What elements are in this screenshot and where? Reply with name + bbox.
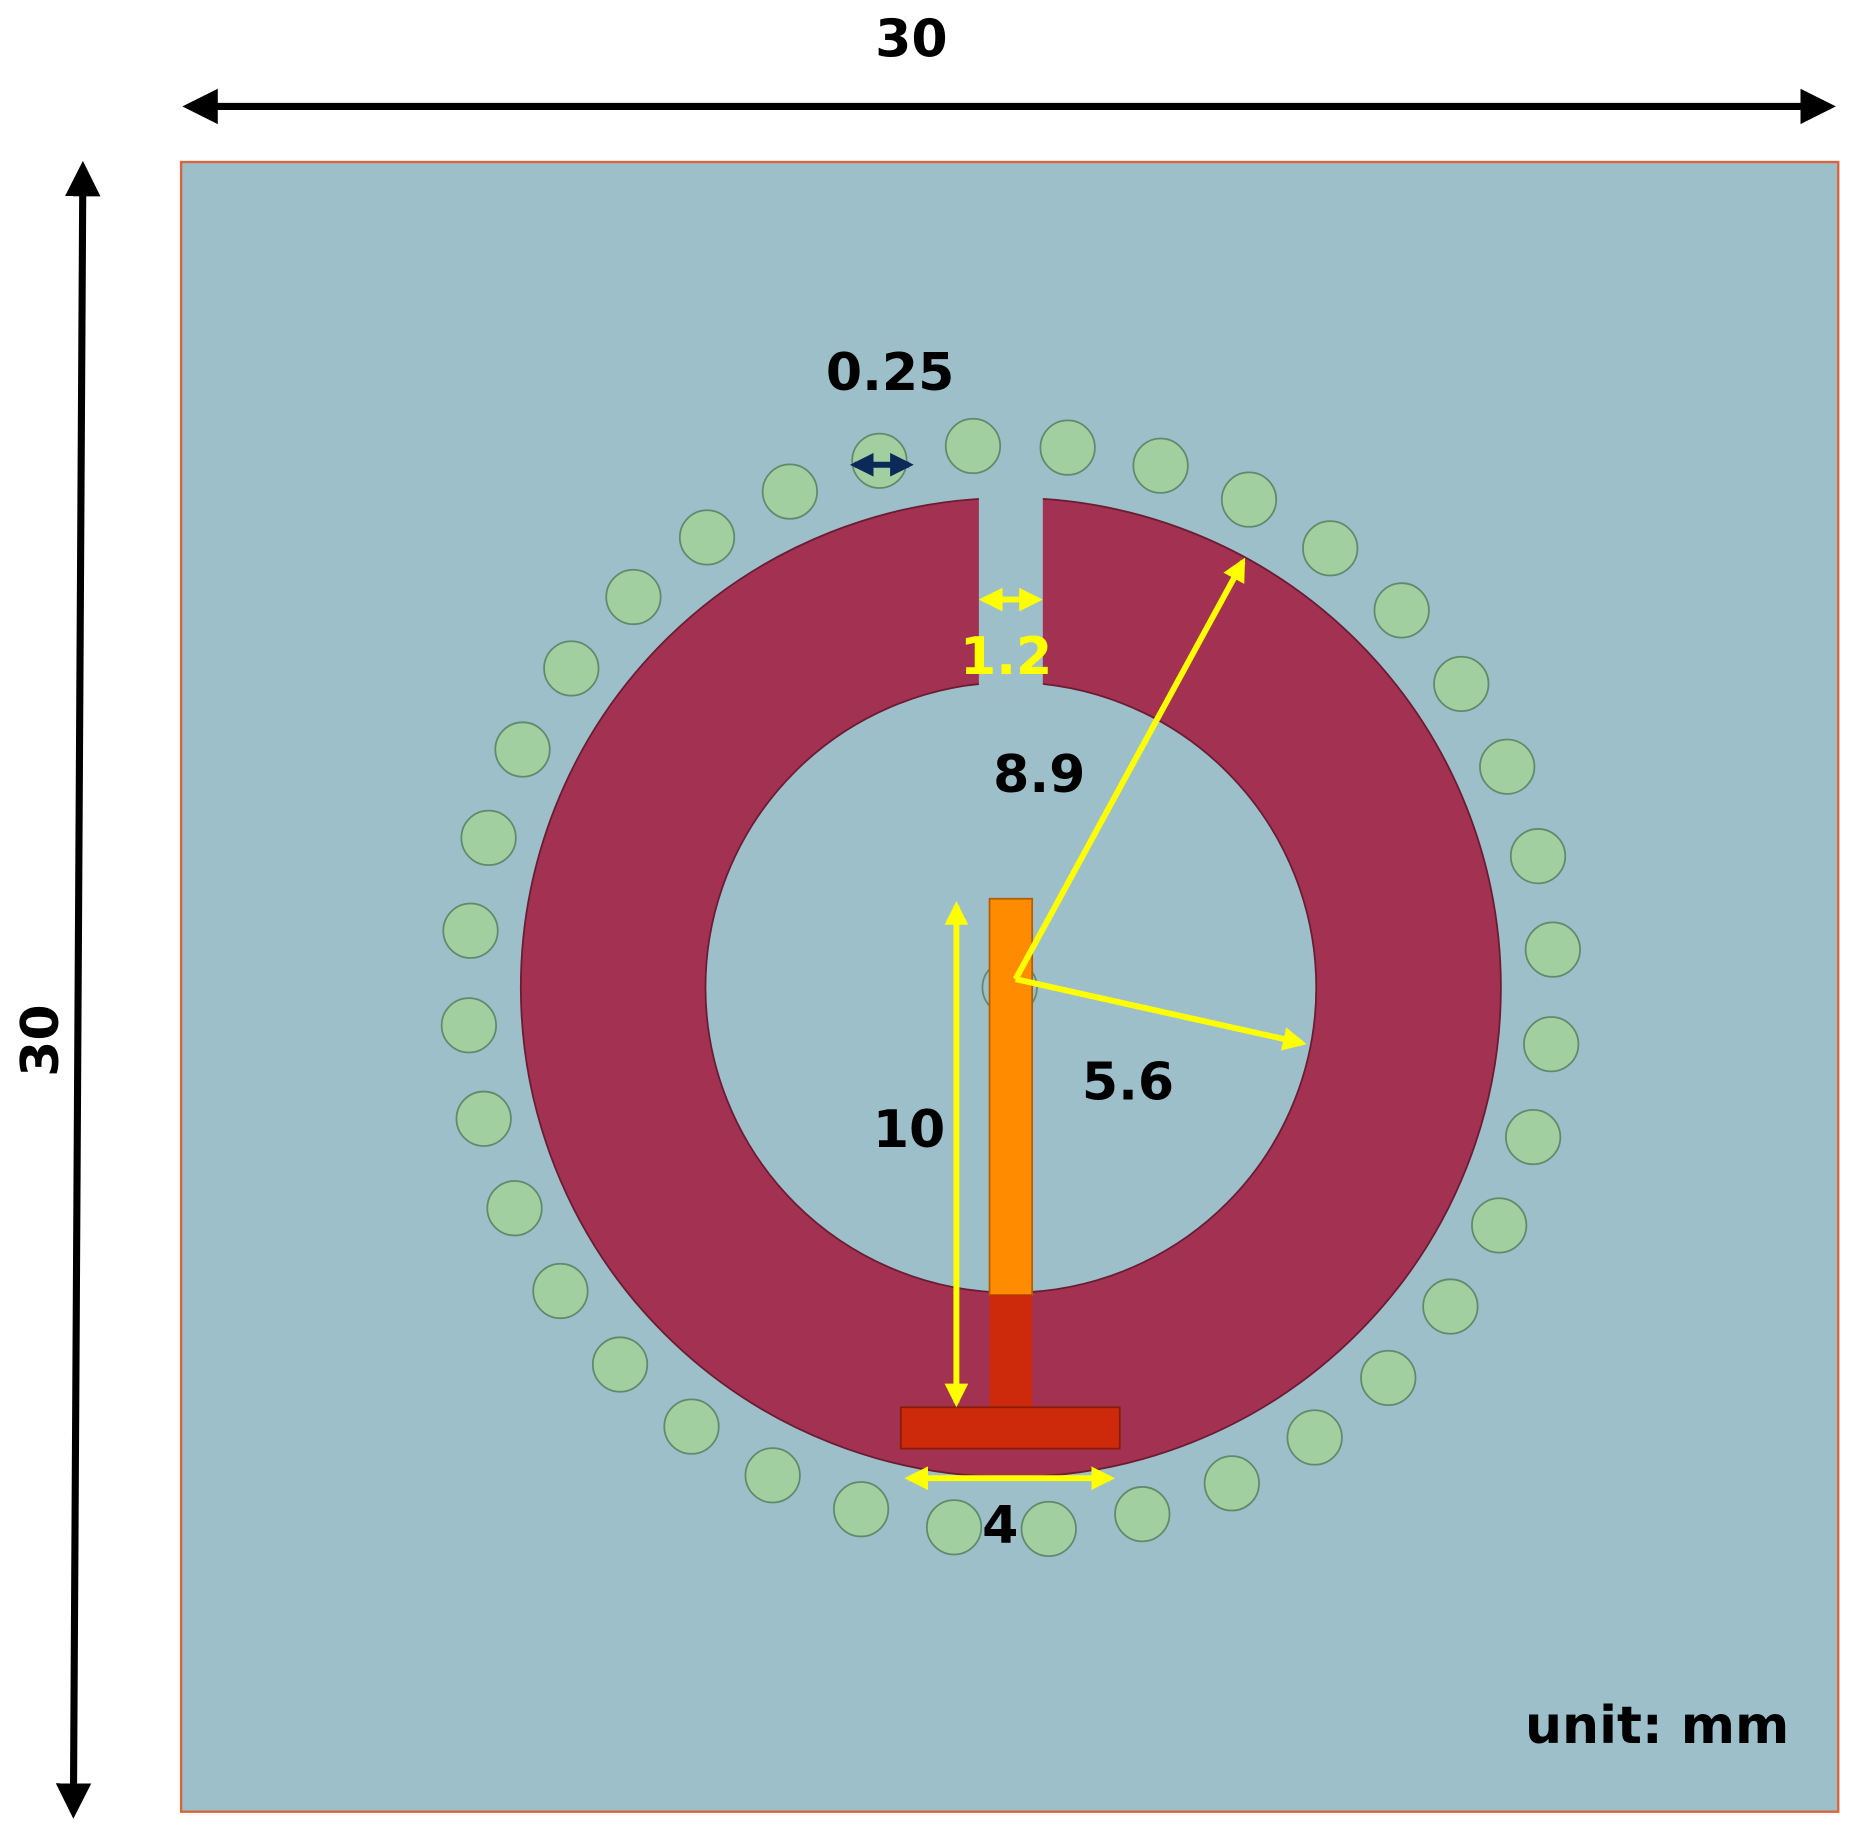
via <box>1479 738 1536 795</box>
unit-note: unit: mm <box>1525 1696 1789 1756</box>
feed-line-lower <box>989 1294 1033 1408</box>
feed-bar <box>899 1406 1121 1450</box>
via <box>832 1481 890 1538</box>
via <box>1471 1197 1528 1254</box>
via <box>678 509 736 566</box>
via <box>591 1336 649 1393</box>
feed-width-label: 4 <box>982 1496 1018 1556</box>
via <box>440 997 497 1054</box>
via <box>1039 419 1096 476</box>
via <box>455 1090 512 1147</box>
via <box>1509 828 1567 885</box>
via <box>1220 471 1278 528</box>
via <box>1524 921 1581 978</box>
width-label: 30 <box>875 10 947 70</box>
outer-radius-label: 8.9 <box>993 745 1085 805</box>
inner-radius-arrow <box>1014 976 1307 1051</box>
via <box>1360 1349 1417 1407</box>
via-label: 0.25 <box>826 343 954 403</box>
gap-label: 1.2 <box>960 627 1052 687</box>
inner-radius-label: 5.6 <box>1082 1053 1174 1113</box>
via <box>663 1398 720 1455</box>
via <box>1132 437 1189 494</box>
via <box>1020 1500 1077 1558</box>
height-label: 30 <box>11 1004 71 1076</box>
via <box>744 1447 801 1504</box>
via <box>1373 582 1430 639</box>
via <box>605 568 662 626</box>
via <box>944 417 1002 475</box>
via <box>1302 520 1359 577</box>
via <box>1505 1108 1562 1166</box>
via <box>1433 655 1490 713</box>
height-arrow <box>55 160 101 1819</box>
via <box>851 432 908 489</box>
via <box>1286 1409 1343 1466</box>
via <box>1523 1016 1580 1073</box>
via <box>543 640 600 697</box>
via <box>460 809 517 866</box>
outer-radius-arrow <box>1012 557 1246 981</box>
via <box>494 721 551 778</box>
feed-length-label: 10 <box>873 1100 945 1160</box>
via-group <box>440 417 1581 1558</box>
via <box>486 1180 543 1237</box>
via <box>1114 1486 1171 1543</box>
via <box>442 902 499 959</box>
via <box>1422 1278 1479 1335</box>
via <box>1203 1455 1260 1512</box>
via <box>761 463 818 520</box>
via <box>925 1499 983 1556</box>
via <box>532 1262 589 1320</box>
